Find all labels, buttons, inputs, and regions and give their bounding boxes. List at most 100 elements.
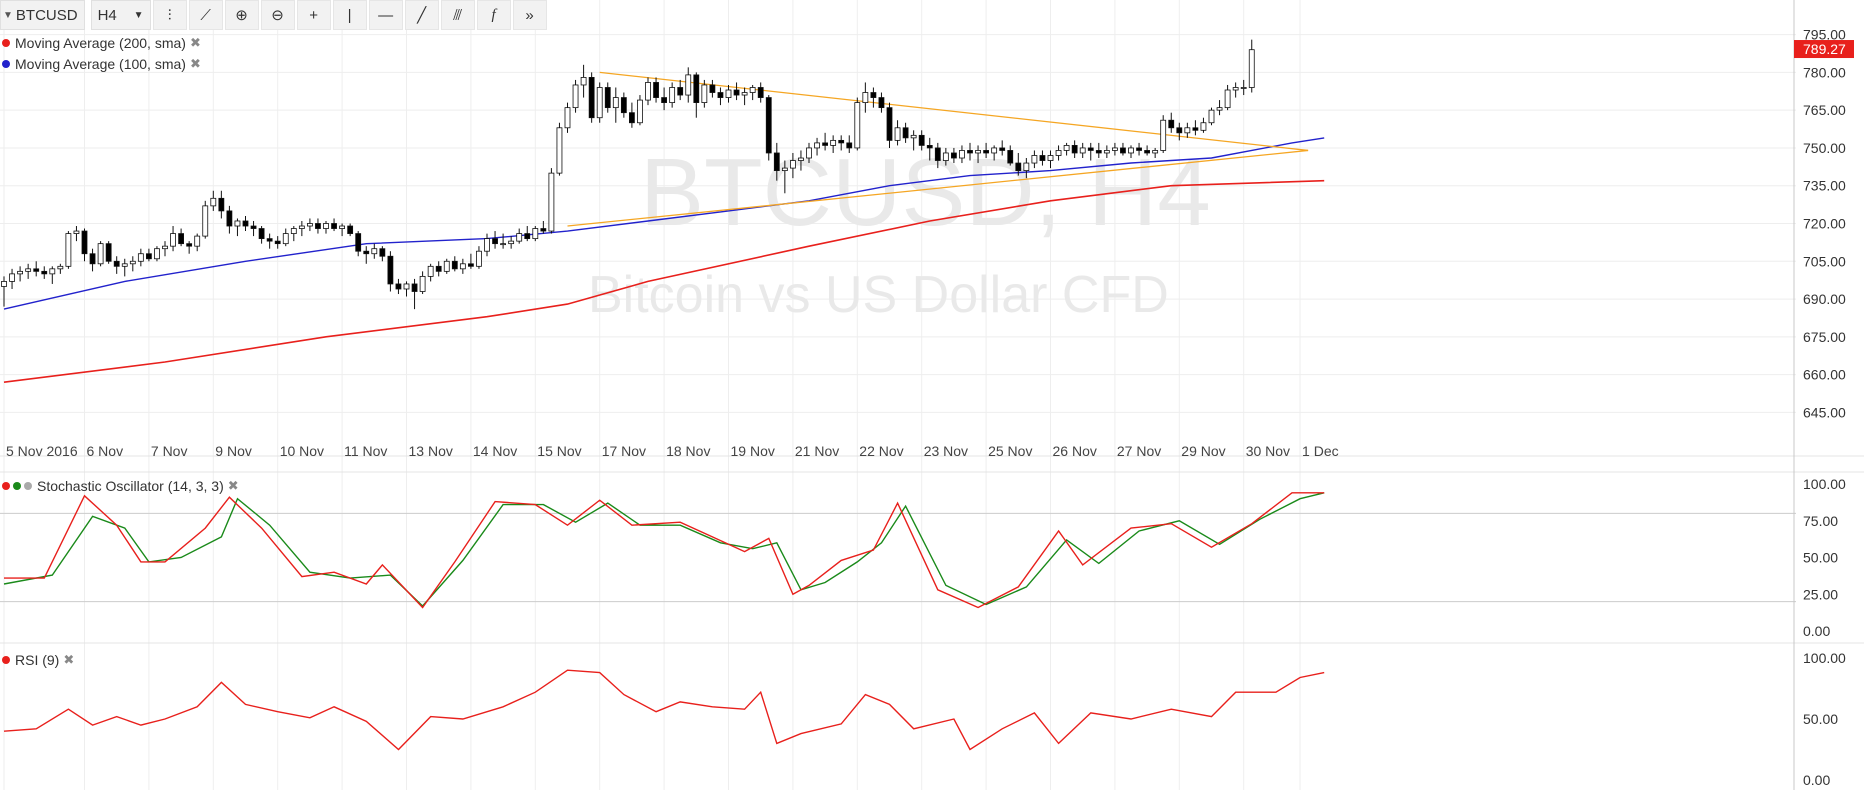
candle-up [97,243,104,265]
fib-button[interactable]: ⫻ [440,0,475,30]
time-axis-label: 25 Nov [988,443,1032,459]
candle-up [154,248,160,260]
function-button[interactable]: f [476,0,511,30]
candle-up [1,281,7,287]
candle-up [685,74,692,96]
close-icon[interactable]: ✖ [189,56,201,71]
axes: 795.00 780.00 765.00 750.00 735.00 720.00 705.… [6,0,1854,790]
close-icon[interactable]: ✖ [189,35,201,50]
candle-down [387,255,394,285]
candle-up [798,157,804,161]
close-icon[interactable]: ✖ [227,478,239,493]
candle-up [202,205,209,237]
candle-down [274,240,281,245]
price-tick-label: 690.00 [1803,291,1846,307]
candle-up [532,228,539,240]
candles [1,39,1255,310]
interval-selector[interactable]: H4 ▼ [90,0,151,30]
time-axis-label: 11 Nov [344,443,387,459]
trendline [567,149,1309,227]
candle-down [717,92,724,98]
candle-down [967,150,973,154]
candle-up [459,263,466,270]
candle-up [500,243,507,246]
horizontal-line-icon: — [378,6,394,24]
close-icon[interactable]: ✖ [63,652,75,667]
time-axis-label: 18 Nov [666,443,710,459]
rsi-tick-label: 0.00 [1803,772,1830,788]
candle-up [806,147,812,159]
candle-up [129,260,136,265]
candle-up [1224,89,1231,109]
candle-up [1031,155,1038,164]
candle-up [830,139,837,146]
oscillators [3,492,1325,751]
candle-up [959,150,965,159]
price-tick-label: 720.00 [1803,216,1846,232]
candle-down [886,107,893,141]
candle-down [1168,119,1175,129]
time-axis-label: 1 Dec [1302,443,1339,459]
candle-up [371,248,378,255]
candle-up [556,127,563,174]
price-tick-label: 735.00 [1803,178,1846,194]
candle-down [765,97,772,154]
crosshair-icon: + [309,6,318,24]
candle-up [910,134,917,139]
time-axis-label: 27 Nov [1117,443,1161,459]
red-dot-icon [2,39,10,47]
candle-up [1063,145,1070,151]
vertical-line-button[interactable]: | [332,0,367,30]
candle-up [1152,150,1159,154]
symbol-selector[interactable]: ▼ BTCUSD [0,0,85,30]
candle-up [564,107,571,129]
candle-down [757,87,764,98]
candle-down [838,139,845,144]
candle-down [379,248,386,257]
candle-up [484,238,490,252]
candle-up [73,230,80,234]
trend-line-button[interactable]: ╱ [404,0,439,30]
candle-up [1208,109,1215,124]
crosshair-button[interactable]: + [296,0,331,30]
candle-up [1216,107,1223,111]
candle-up [572,84,579,109]
caret-down-icon: ▼ [3,9,13,21]
stochastic-k-line [4,492,1325,609]
time-axis-label: 21 Nov [795,443,839,459]
candle-down [435,265,442,272]
zoom-out-button[interactable]: ⊖ [260,0,295,30]
candle-up [427,265,434,277]
legend-ma200-label: Moving Average (200, sma) [15,35,186,51]
candle-down [661,97,667,103]
time-axis-label: 23 Nov [924,443,968,459]
horizontal-line-button[interactable]: — [368,0,403,30]
candle-up [1200,122,1207,131]
interval-label: H4 [97,6,117,24]
candle-down [620,97,627,114]
candle-down [1144,150,1150,154]
more-button[interactable]: » [512,0,547,30]
time-axis-label: 9 Nov [215,443,252,459]
candle-down [1015,162,1022,172]
time-axis-label: 7 Nov [151,443,188,459]
rsi-line [3,669,1325,751]
candle-up [894,127,901,141]
candle-down [902,127,909,139]
time-axis-label: 30 Nov [1246,443,1290,459]
candle-up [854,102,861,149]
indicators-button[interactable]: ⟋ [188,0,223,30]
bar-type-button[interactable]: ⫶ [152,0,187,30]
candle-up [57,265,64,270]
candle-up [9,273,15,282]
candle-down [258,228,265,240]
time-axis-label: 22 Nov [859,443,903,459]
candle-up [339,225,346,229]
more-icon: » [525,6,534,24]
price-tick-label: 750.00 [1803,140,1846,156]
zoom-in-button[interactable]: ⊕ [224,0,259,30]
candle-down [395,283,402,290]
price-tick-label: 765.00 [1803,102,1846,118]
